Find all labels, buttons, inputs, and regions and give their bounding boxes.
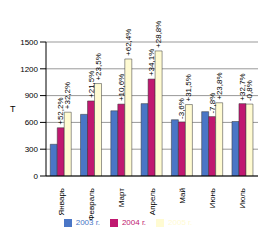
svg-text:900: 900 bbox=[25, 91, 39, 100]
svg-text:Май: Май bbox=[178, 188, 187, 204]
svg-text:Апрель: Апрель bbox=[148, 188, 157, 215]
svg-text:+28,8%: +28,8% bbox=[154, 21, 163, 48]
svg-text:Февраль: Февраль bbox=[87, 188, 96, 221]
html-text:2005 г.: 2005 г. bbox=[168, 218, 193, 227]
svg-text:-7,8%: -7,8% bbox=[207, 92, 217, 114]
svg-text:+32,2%: +32,2% bbox=[63, 82, 72, 109]
svg-text:600: 600 bbox=[25, 118, 39, 127]
svg-text:Январь: Январь bbox=[57, 188, 66, 215]
svg-text:+23,5%: +23,5% bbox=[94, 53, 103, 80]
svg-text:0: 0 bbox=[34, 172, 39, 181]
svg-text:+62,4%: +62,4% bbox=[124, 29, 133, 56]
html-text:2003 г.: 2003 г. bbox=[75, 218, 100, 227]
svg-text:1500: 1500 bbox=[20, 38, 38, 47]
svg-text:-0,8%: -0,8% bbox=[245, 80, 254, 101]
svg-text:+52,2%: +52,2% bbox=[56, 97, 66, 125]
svg-text:+23,8%: +23,8% bbox=[215, 72, 224, 99]
html-text:2004 г.: 2004 г. bbox=[121, 218, 147, 227]
svg-text:+32,7%: +32,7% bbox=[238, 73, 247, 101]
svg-text:300: 300 bbox=[25, 145, 39, 154]
svg-text:Июль: Июль bbox=[238, 188, 247, 208]
svg-text:+34,1%: +34,1% bbox=[147, 49, 156, 76]
svg-text:-3,6%: -3,6% bbox=[177, 98, 187, 119]
svg-text:+21,5%: +21,5% bbox=[86, 70, 96, 98]
svg-text:Т: Т bbox=[10, 104, 16, 114]
svg-text:1200: 1200 bbox=[20, 65, 38, 74]
svg-text:Июнь: Июнь bbox=[208, 188, 217, 208]
svg-text:Март: Март bbox=[117, 188, 126, 207]
svg-text:+31,5%: +31,5% bbox=[184, 74, 193, 101]
svg-text:+10,6%: +10,6% bbox=[117, 74, 126, 101]
